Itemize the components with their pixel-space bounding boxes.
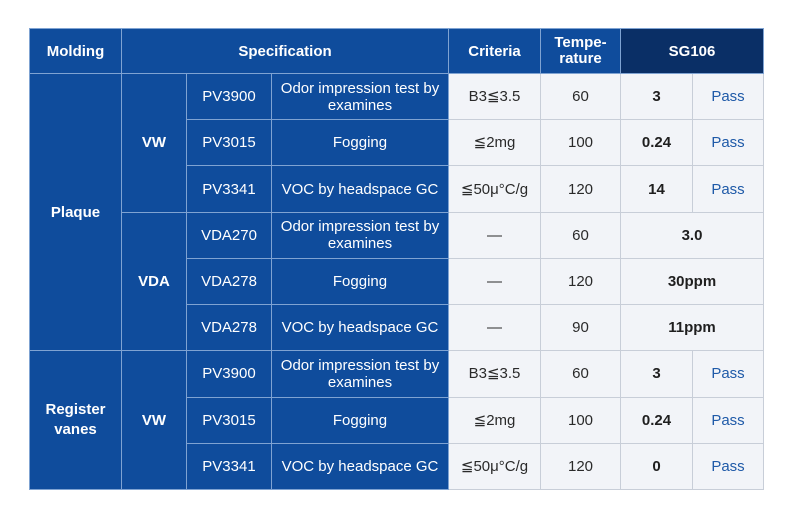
result-cell: Pass xyxy=(691,119,765,167)
temperature-cell: 100 xyxy=(540,119,621,167)
header-temperature: Tempe- rature xyxy=(540,28,621,74)
temperature-cell: 60 xyxy=(540,72,621,121)
temperature-cell: 90 xyxy=(540,304,621,352)
standard-code: PV3900 xyxy=(186,72,272,121)
temperature-cell: 100 xyxy=(540,396,621,444)
test-name: VOC by headspace GC xyxy=(271,304,449,352)
value-cell: 0.24 xyxy=(620,396,693,444)
value-cell: 14 xyxy=(620,165,693,213)
group-vda: VDA xyxy=(121,211,187,352)
group-vw: VW xyxy=(121,73,187,213)
header-row: Molding Specification Criteria Tempe- ra… xyxy=(29,28,765,74)
value-cell: 0 xyxy=(620,442,693,491)
table-row: Register vanes VW PV3900 Odor impression… xyxy=(29,350,765,490)
table-row: Plaque VW PV3900 Odor impression test by… xyxy=(29,72,765,352)
temperature-cell: 60 xyxy=(540,350,621,398)
standard-code: PV3341 xyxy=(186,442,272,491)
test-name: Fogging xyxy=(271,396,449,444)
result-cell: Pass xyxy=(691,442,765,491)
value-cell: 3 xyxy=(620,72,693,121)
standard-code: VDA278 xyxy=(186,257,272,306)
table-row: PV3015 Fogging ≦2mg 100 0.24 Pass xyxy=(30,119,765,167)
table-row: VDA278 VOC by headspace GC — 90 11ppm xyxy=(30,304,765,352)
test-name: Fogging xyxy=(271,257,449,306)
temperature-cell: 120 xyxy=(540,165,621,213)
result-cell: Pass xyxy=(691,396,765,444)
result-cell: Pass xyxy=(691,165,765,213)
table-row: PV3341 VOC by headspace GC ≦50μ°C/g 120 … xyxy=(30,442,765,491)
criteria-cell: ≦2mg xyxy=(448,396,541,444)
standard-code: PV3900 xyxy=(186,350,272,398)
group-plaque: Plaque xyxy=(29,72,122,352)
table-row: PV3341 VOC by headspace GC ≦50μ°C/g 120 … xyxy=(30,165,765,213)
temperature-cell: 120 xyxy=(540,257,621,306)
header-specification: Specification xyxy=(121,28,449,74)
group-vw: VW xyxy=(121,350,187,490)
table-row: PV3015 Fogging ≦2mg 100 0.24 Pass xyxy=(30,396,765,444)
header-criteria: Criteria xyxy=(448,28,541,74)
value-cell: 11ppm xyxy=(619,304,765,352)
criteria-cell: ≦50μ°C/g xyxy=(448,165,541,213)
temperature-cell: 120 xyxy=(540,442,621,491)
temperature-cell: 60 xyxy=(540,211,621,259)
table-row: VDA278 Fogging — 120 30ppm xyxy=(30,257,765,306)
criteria-cell: — xyxy=(448,211,541,259)
spec-table: Molding Specification Criteria Tempe- ra… xyxy=(29,28,765,491)
standard-code: PV3015 xyxy=(186,396,272,444)
test-name: VOC by headspace GC xyxy=(271,165,449,213)
standard-code: VDA278 xyxy=(186,304,272,352)
value-cell: 30ppm xyxy=(619,257,765,306)
criteria-cell: — xyxy=(448,257,541,306)
criteria-cell: ≦2mg xyxy=(448,119,541,167)
value-cell: 3 xyxy=(620,350,693,398)
criteria-cell: B3≦3.5 xyxy=(448,350,541,398)
criteria-cell: B3≦3.5 xyxy=(448,72,541,121)
test-name: Fogging xyxy=(271,119,449,167)
test-name: Odor impression test by examines xyxy=(271,350,449,398)
value-cell: 0.24 xyxy=(620,119,693,167)
criteria-cell: ≦50μ°C/g xyxy=(448,442,541,491)
header-sample: SG106 xyxy=(619,28,765,74)
result-cell: Pass xyxy=(691,72,765,121)
test-name: Odor impression test by examines xyxy=(271,72,449,121)
table-row: VDA VDA270 Odor impression test by exami… xyxy=(30,211,765,352)
header-molding: Molding xyxy=(29,28,122,74)
result-cell: Pass xyxy=(691,350,765,398)
criteria-cell: — xyxy=(448,304,541,352)
test-name: VOC by headspace GC xyxy=(271,442,449,491)
standard-code: PV3015 xyxy=(186,119,272,167)
standard-code: VDA270 xyxy=(186,211,272,259)
value-cell: 3.0 xyxy=(619,211,765,259)
standard-code: PV3341 xyxy=(186,165,272,213)
test-name: Odor impression test by examines xyxy=(271,211,449,259)
group-register-vanes: Register vanes xyxy=(29,350,122,490)
